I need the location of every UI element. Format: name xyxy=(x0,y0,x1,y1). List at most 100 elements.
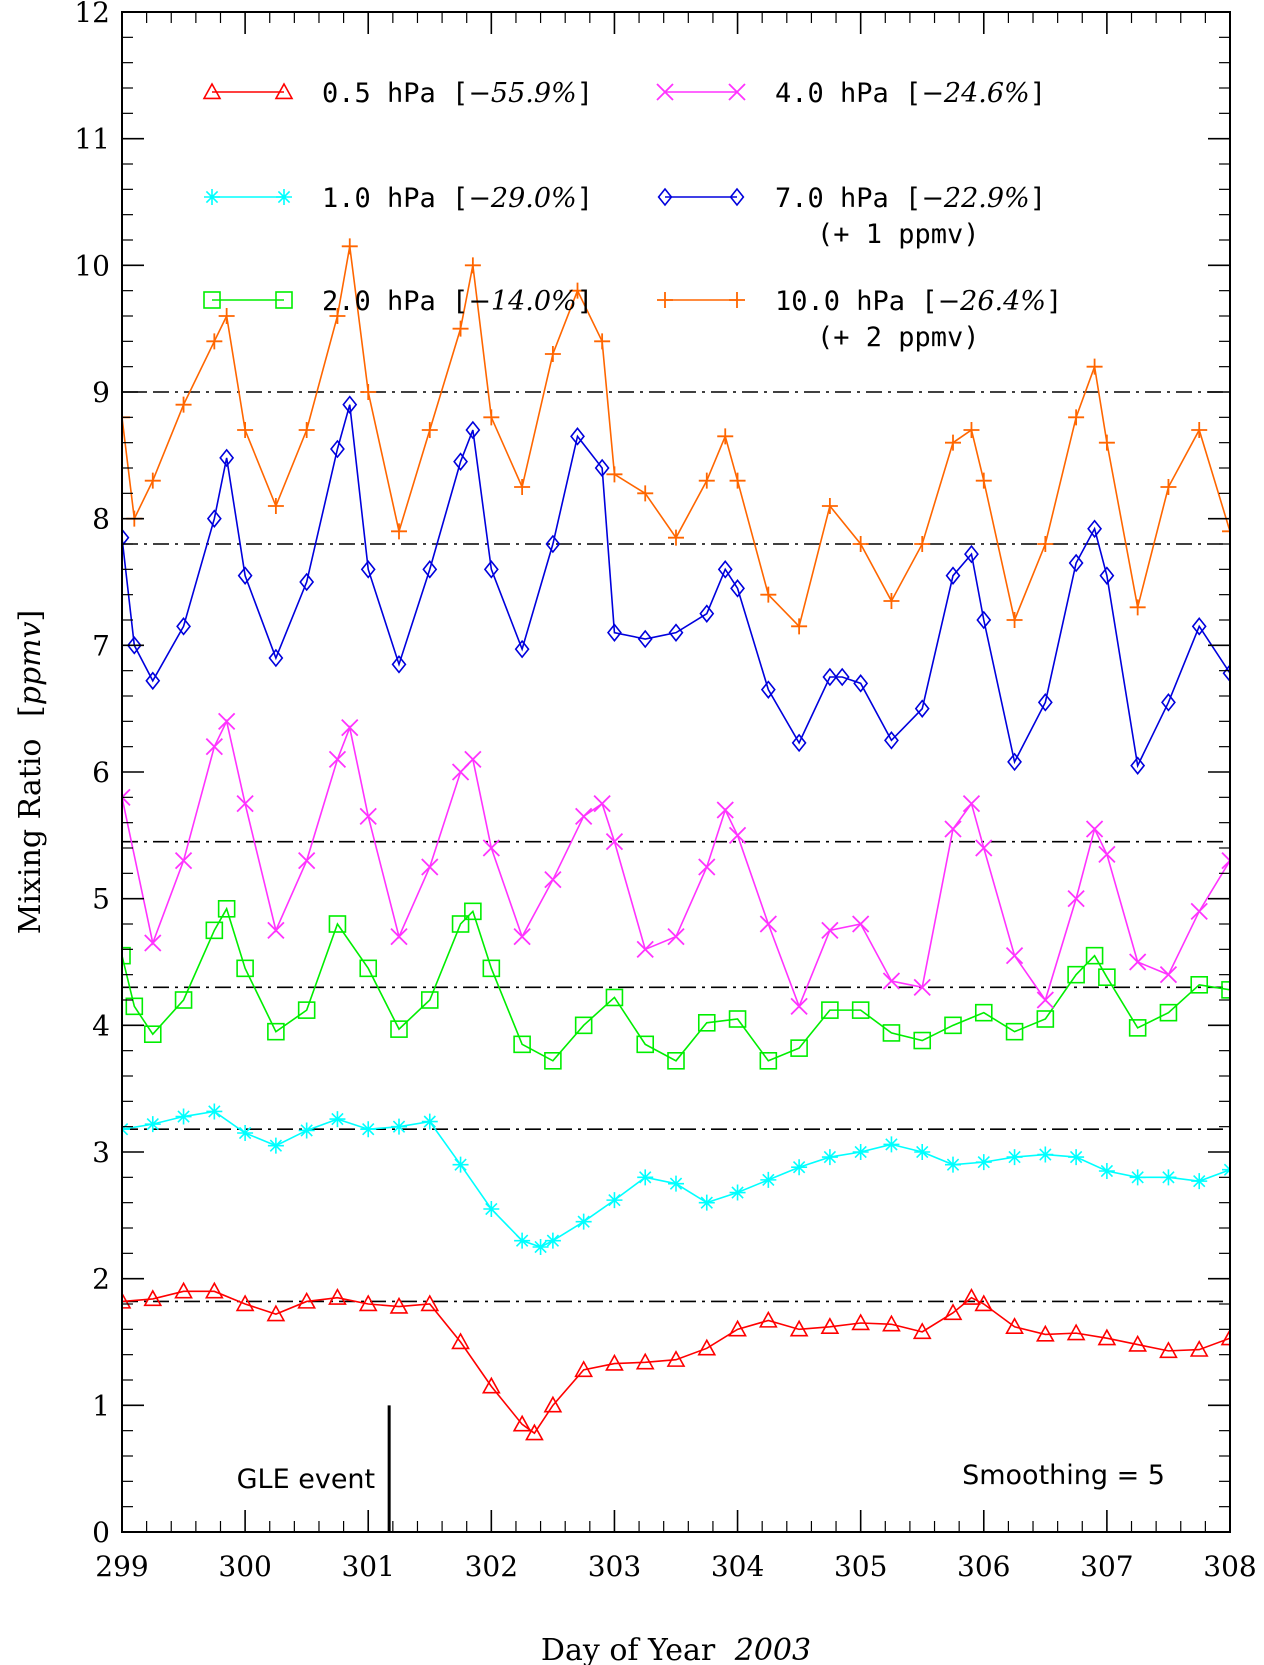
legend-entry-2: 2.0 hPa [−14.0%] xyxy=(203,286,593,317)
data-point xyxy=(882,1314,901,1332)
data-point xyxy=(532,1239,549,1255)
data-point xyxy=(218,712,236,730)
data-point xyxy=(1086,358,1103,375)
legend-change: −24.6% xyxy=(921,78,1029,109)
series-3 xyxy=(122,712,1230,1015)
y-tick-label: 7 xyxy=(92,629,110,662)
data-point xyxy=(330,439,345,459)
data-point xyxy=(1191,1173,1208,1190)
data-point xyxy=(1160,479,1177,495)
series-line xyxy=(122,906,1230,1062)
data-point xyxy=(605,1353,624,1371)
data-point xyxy=(1160,1169,1177,1186)
legend: 0.5 hPa [−55.9%] 4.0 hPa [−24.6%]1.0 hPa … xyxy=(202,78,1062,353)
data-point xyxy=(235,1294,255,1312)
data-point xyxy=(974,1294,994,1312)
data-point xyxy=(789,1319,809,1337)
data-point xyxy=(657,292,673,308)
data-point xyxy=(882,1024,901,1042)
legend-change: −14.0% xyxy=(468,286,576,317)
data-point xyxy=(275,291,293,309)
legend-label: 4.0 hPa [−24.6%] xyxy=(775,78,1046,109)
data-point xyxy=(594,458,610,478)
data-point xyxy=(834,667,850,687)
data-point xyxy=(717,428,734,445)
data-point xyxy=(914,1144,931,1160)
data-point xyxy=(943,1303,963,1321)
data-point xyxy=(514,639,530,659)
data-point xyxy=(605,833,624,851)
data-point xyxy=(1098,845,1116,863)
data-point xyxy=(1191,422,1208,438)
legend-label: 1.0 hPa [−29.0%] xyxy=(322,183,593,214)
data-point xyxy=(637,629,653,649)
data-point xyxy=(1130,756,1146,775)
data-point xyxy=(390,928,408,946)
data-point xyxy=(299,572,315,592)
data-point xyxy=(964,544,979,564)
data-point xyxy=(730,579,745,598)
data-point xyxy=(1159,1341,1178,1359)
data-point xyxy=(1005,947,1024,965)
data-point xyxy=(851,1001,870,1019)
data-point xyxy=(1006,612,1023,628)
x-tick-label: 301 xyxy=(341,1550,394,1583)
data-point xyxy=(204,189,220,205)
y-axis-title-label: Mixing Ratio xyxy=(13,739,48,935)
data-point xyxy=(1221,981,1230,999)
data-point xyxy=(276,189,292,205)
y-tick-label: 5 xyxy=(92,883,110,916)
data-point xyxy=(913,978,931,996)
data-point xyxy=(218,308,235,324)
data-point xyxy=(341,719,359,737)
y-tick-label: 3 xyxy=(92,1136,110,1169)
data-point xyxy=(328,915,347,933)
legend-bracket: ] xyxy=(1030,78,1046,109)
data-point xyxy=(635,1352,655,1370)
data-point xyxy=(913,1031,932,1050)
data-point xyxy=(206,509,222,528)
data-point xyxy=(144,934,162,952)
x-tick-label: 305 xyxy=(834,1550,887,1583)
data-point xyxy=(975,1154,992,1171)
data-point xyxy=(481,1376,501,1394)
data-point xyxy=(219,448,235,468)
data-point xyxy=(298,422,315,438)
data-point xyxy=(1067,965,1085,984)
data-point xyxy=(1068,409,1085,426)
x-tick-label: 307 xyxy=(1080,1550,1133,1583)
data-point xyxy=(206,1103,223,1120)
data-point xyxy=(636,1035,655,1054)
data-point xyxy=(1191,617,1207,636)
data-point xyxy=(1005,1022,1024,1041)
data-point xyxy=(605,988,624,1007)
legend-change: −22.9% xyxy=(921,183,1029,214)
legend-bracket: ] xyxy=(577,78,593,109)
y-tick-label: 0 xyxy=(92,1516,110,1549)
data-point xyxy=(1220,1328,1230,1346)
data-point xyxy=(267,921,285,939)
legend-entry-1: 1.0 hPa [−29.0%] xyxy=(204,183,593,214)
data-point xyxy=(1099,566,1115,585)
legend-series-name: 4.0 hPa [ xyxy=(775,78,921,109)
x-tick-label: 300 xyxy=(218,1550,271,1583)
y-tick-label: 11 xyxy=(74,123,110,156)
data-point xyxy=(574,1016,593,1035)
data-point xyxy=(420,991,439,1009)
data-point xyxy=(452,1156,469,1173)
data-point xyxy=(545,534,561,554)
data-point xyxy=(122,788,131,806)
data-point xyxy=(852,915,870,933)
data-point xyxy=(237,422,254,438)
data-point xyxy=(205,738,223,756)
data-point xyxy=(297,1001,316,1019)
data-point xyxy=(341,238,358,255)
legend-bracket: ] xyxy=(1030,183,1046,214)
data-point xyxy=(328,1288,347,1305)
data-point xyxy=(237,1125,254,1141)
data-point xyxy=(570,427,585,446)
data-point xyxy=(569,282,586,299)
data-point xyxy=(729,472,746,489)
data-point xyxy=(513,1035,531,1054)
data-point xyxy=(666,1350,686,1367)
